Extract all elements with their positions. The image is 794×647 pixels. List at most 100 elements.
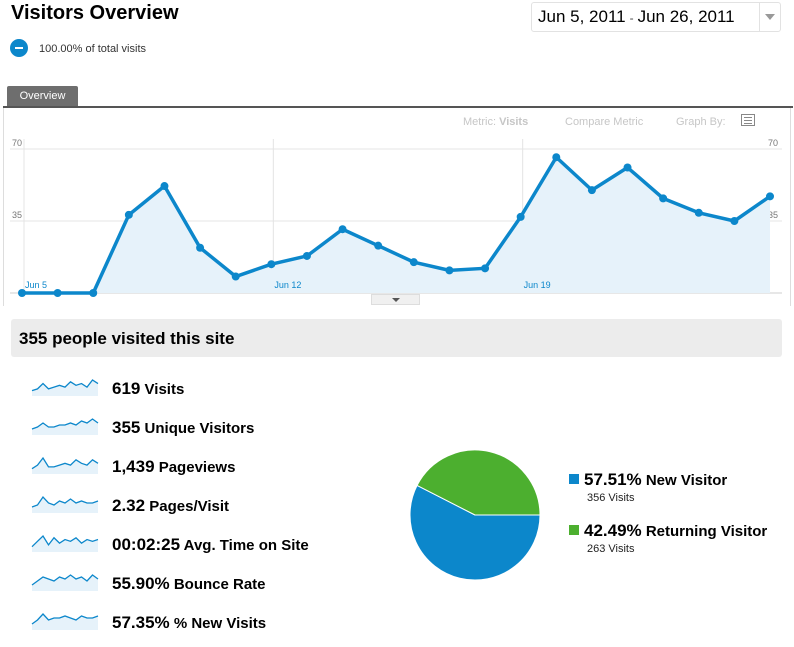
sparkline-line <box>31 574 99 586</box>
segment-pie-icon <box>10 39 28 57</box>
sparkline-line <box>31 613 99 625</box>
sparkline-area <box>32 536 98 552</box>
legend-label[interactable]: 42.49% Returning Visitor <box>584 521 767 541</box>
data-point-4 <box>160 182 169 191</box>
metric-value: 57.35% <box>112 613 170 632</box>
y-tick-left-0: 70 <box>12 138 22 148</box>
data-point-17 <box>623 163 632 172</box>
metric-value: 355 <box>112 418 141 437</box>
visits-chart: 70 70 35 35 Jun 5 Jun 12 Jun 19 <box>10 138 782 297</box>
sparkline-line <box>31 534 99 548</box>
data-point-1 <box>53 289 62 297</box>
data-point-2 <box>89 289 98 297</box>
metric-value: 55.90% <box>112 574 170 593</box>
chevron-down-icon[interactable] <box>759 3 780 31</box>
metric-label: % New Visits <box>169 615 267 632</box>
date-separator: - <box>629 11 634 25</box>
sparkline-line <box>31 418 99 430</box>
legend-visits: 356 Visits <box>587 492 635 504</box>
data-point-13 <box>481 264 490 273</box>
data-point-7 <box>267 260 276 269</box>
graph-by-icon[interactable] <box>741 114 755 126</box>
pie-slice-new-visitor <box>409 484 541 581</box>
collapse-chart-handle[interactable] <box>371 294 420 305</box>
data-point-12 <box>445 266 454 275</box>
data-point-21 <box>766 192 774 201</box>
metric-value: 2.32 <box>112 496 146 515</box>
data-point-15 <box>552 153 561 162</box>
metric-text[interactable]: 00:02:25 Avg. Time on Site <box>112 535 309 555</box>
metric-text[interactable]: 55.90% Bounce Rate <box>112 574 266 594</box>
sparkline <box>31 495 99 513</box>
sparkline-line <box>31 379 99 392</box>
visits-line <box>22 155 771 295</box>
date-range-picker[interactable]: Jun 5, 2011- Jun 26, 2011 <box>531 2 781 32</box>
sparkline <box>31 574 99 591</box>
metric-text[interactable]: 57.35% % New Visits <box>112 613 266 633</box>
metric-value: 00:02:25 <box>112 535 181 554</box>
metric-text[interactable]: 355 Unique Visitors <box>112 418 254 438</box>
metric-selector[interactable]: Metric: Visits <box>463 116 528 128</box>
y-tick-right-0: 70 <box>768 138 778 148</box>
data-point-5 <box>196 243 205 252</box>
legend-swatch <box>569 525 579 535</box>
metric-label: Unique Visitors <box>140 420 255 437</box>
data-point-19 <box>694 208 703 217</box>
sparkline-area <box>32 614 98 630</box>
metric-label: Pages/Visit <box>145 498 230 515</box>
data-point-3 <box>124 210 133 219</box>
sparkline-area <box>32 380 98 396</box>
data-point-0 <box>18 289 26 297</box>
sparkline <box>31 534 99 552</box>
data-point-6 <box>231 272 240 281</box>
legend-name: New Visitor <box>641 472 728 489</box>
metric-value: Visits <box>499 116 529 128</box>
sparkline-line <box>31 495 99 508</box>
legend-name: Returning Visitor <box>641 523 768 540</box>
data-point-9 <box>338 225 347 234</box>
data-point-8 <box>302 251 311 260</box>
date-end: Jun 26, 2011 <box>637 7 735 26</box>
sparkline <box>31 613 99 630</box>
sparkline-area <box>32 458 98 474</box>
graph-panel <box>3 108 791 306</box>
metric-value: 619 <box>112 379 141 398</box>
metric-prefix: Metric: <box>463 116 496 128</box>
pie-slice-returning-visitor <box>416 449 541 516</box>
legend-percent: 42.49% <box>584 521 642 540</box>
summary-title: 355 people visited this site <box>19 329 235 348</box>
data-point-10 <box>374 241 383 250</box>
metric-label: Avg. Time on Site <box>180 537 309 554</box>
legend-swatch <box>569 474 579 484</box>
sparkline-area <box>32 419 98 435</box>
x-label-2: Jun 19 <box>524 280 551 290</box>
metric-text[interactable]: 619 Visits <box>112 379 184 399</box>
y-tick-left-1: 35 <box>12 210 22 220</box>
legend-percent: 57.51% <box>584 470 642 489</box>
metric-text[interactable]: 2.32 Pages/Visit <box>112 496 229 516</box>
data-point-11 <box>409 258 418 267</box>
metric-label: Pageviews <box>154 459 236 476</box>
graph-by-label: Graph By: <box>676 116 726 128</box>
sparkline-line <box>31 456 99 470</box>
sparkline <box>31 456 99 474</box>
sparkline <box>31 379 99 396</box>
data-point-18 <box>659 194 668 203</box>
summary-bar: 355 people visited this site <box>11 319 782 357</box>
x-label-1: Jun 12 <box>274 280 301 290</box>
x-label-0: Jun 5 <box>25 280 47 290</box>
segment-label: 100.00% of total visits <box>39 43 147 55</box>
data-point-20 <box>730 217 739 225</box>
visitor-type-pie <box>409 449 541 581</box>
metric-text[interactable]: 1,439 Pageviews <box>112 457 235 477</box>
page-title: Visitors Overview <box>11 2 179 24</box>
metric-label: Visits <box>140 381 185 398</box>
metric-label: Bounce Rate <box>169 576 266 593</box>
y-tick-right-1: 35 <box>768 210 778 220</box>
sparkline <box>31 418 99 435</box>
tab-overview[interactable]: Overview <box>7 86 78 106</box>
visits-area <box>22 157 770 293</box>
compare-metric-link[interactable]: Compare Metric <box>565 116 644 128</box>
legend-label[interactable]: 57.51% New Visitor <box>584 470 727 490</box>
tab-divider <box>3 106 793 108</box>
